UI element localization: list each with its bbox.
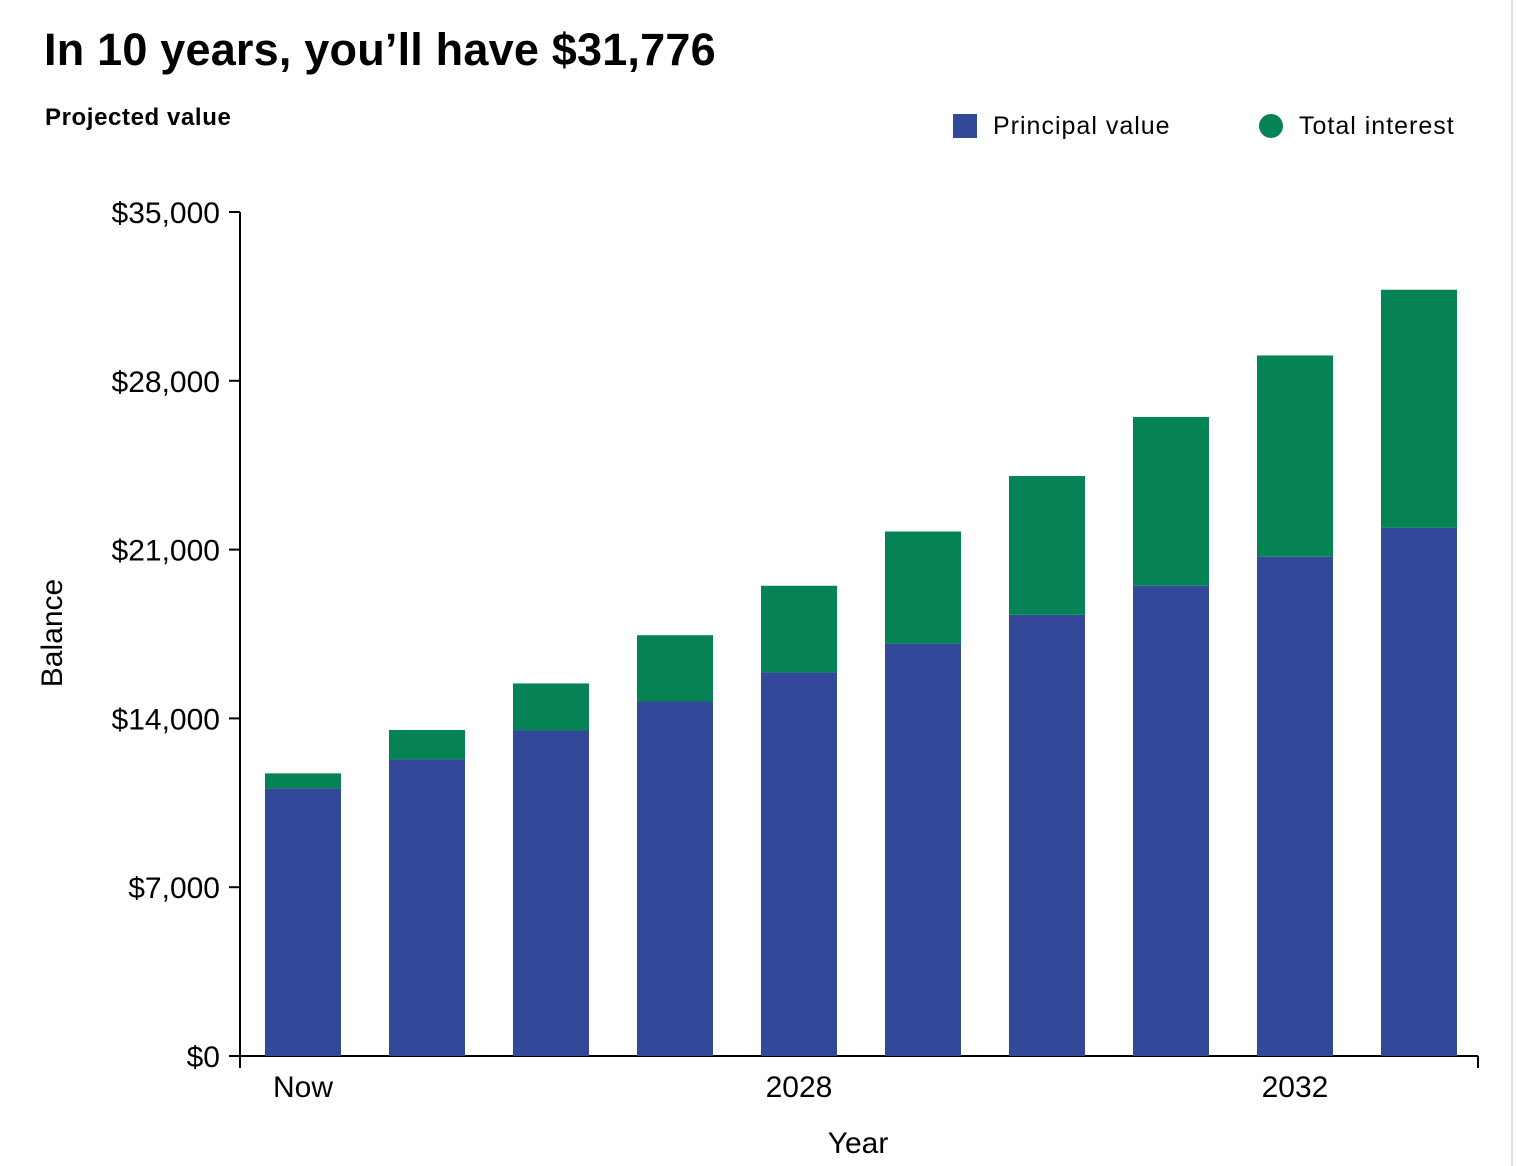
y-tick-label: $35,000 — [112, 197, 220, 230]
card-right-border — [1511, 0, 1513, 1166]
y-tick-label: $0 — [187, 1041, 220, 1074]
bar-interest-2027[interactable] — [637, 635, 713, 702]
y-tick-label: $7,000 — [128, 872, 220, 905]
bar-interest-2031[interactable] — [1133, 416, 1209, 586]
bar-interest-2025[interactable] — [389, 729, 465, 760]
chart-headline: In 10 years, you’ll have $31,776 — [44, 24, 716, 75]
bar-principal-2030[interactable] — [1009, 614, 1085, 1056]
bar-interest-2032[interactable] — [1257, 355, 1333, 557]
bar-principal-2031[interactable] — [1133, 585, 1209, 1056]
bar-principal-2025[interactable] — [389, 759, 465, 1056]
bar-interest-now[interactable] — [265, 773, 341, 789]
y-tick-label: $21,000 — [112, 535, 220, 568]
y-axis: $0 $7,000 $14,000 $21,000 $28,000 $35,000 — [112, 197, 241, 1074]
y-tick-label: $14,000 — [112, 703, 220, 736]
x-axis-title: Year — [828, 1127, 889, 1160]
bar-principal-2033[interactable] — [1381, 527, 1457, 1056]
bars — [265, 289, 1457, 1056]
bar-principal-2027[interactable] — [637, 701, 713, 1056]
chart-subtitle: Projected value — [45, 104, 232, 131]
legend-interest-label: Total interest — [1299, 112, 1455, 140]
bar-principal-2029[interactable] — [885, 643, 961, 1056]
bar-interest-2033[interactable] — [1381, 289, 1457, 528]
y-axis-title: Balance — [36, 579, 69, 687]
bar-principal-2028[interactable] — [761, 672, 837, 1056]
y-tick-label: $28,000 — [112, 366, 220, 399]
x-tick-label: Now — [273, 1071, 333, 1104]
bar-interest-2026[interactable] — [513, 683, 589, 731]
legend-principal-swatch — [953, 114, 977, 138]
legend-interest-swatch — [1259, 114, 1283, 138]
bar-principal-2026[interactable] — [513, 730, 589, 1056]
legend: Principal value Total interest — [953, 112, 1455, 140]
legend-principal-label: Principal value — [993, 112, 1171, 140]
x-tick-label: 2028 — [766, 1071, 833, 1104]
bar-interest-2029[interactable] — [885, 531, 961, 644]
bar-interest-2028[interactable] — [761, 585, 837, 673]
x-axis: Now 2028 2032 — [240, 1055, 1479, 1104]
bar-principal-2032[interactable] — [1257, 556, 1333, 1056]
x-tick-label: 2032 — [1262, 1071, 1329, 1104]
bar-principal-now[interactable] — [265, 788, 341, 1056]
bar-interest-2030[interactable] — [1009, 476, 1085, 615]
